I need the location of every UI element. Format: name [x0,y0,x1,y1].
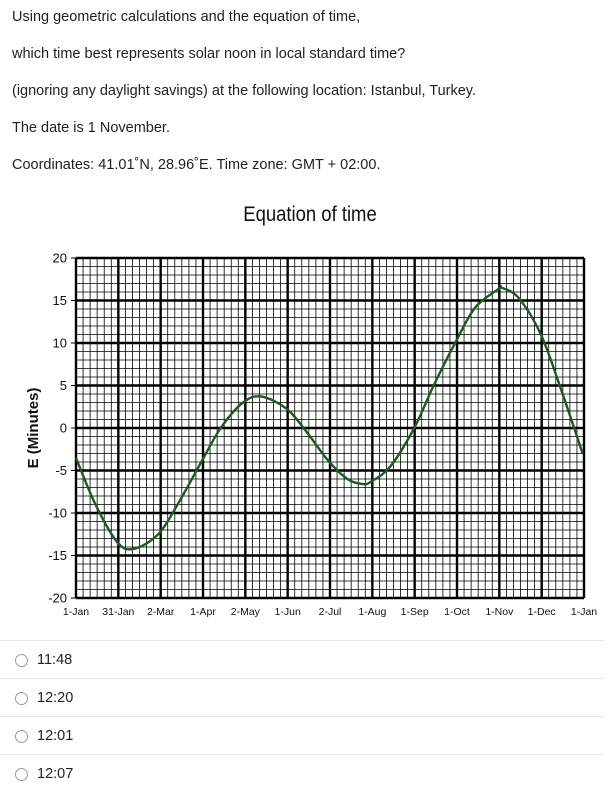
question-line-5: Coordinates: 41.01˚N, 28.96˚E. Time zone… [12,157,381,173]
x-tick-label: 1-Dec [528,606,556,618]
x-tick-label: 1-Jun [275,606,301,618]
radio-button[interactable] [15,653,28,667]
x-tick-label: 1-Apr [190,606,216,618]
radio-button[interactable] [15,767,28,781]
answer-option[interactable]: 12:07 [0,754,604,793]
y-tick-label: -10 [48,506,67,521]
x-tick-label: 1-Nov [485,606,514,618]
radio-button[interactable] [15,729,28,743]
question-line-4: The date is 1 November. [12,120,170,136]
x-tick-label: 1-Sep [401,606,429,618]
answer-option-label: 12:01 [37,728,74,744]
y-tick-label: 5 [60,378,67,393]
x-tick-label: 1-Oct [444,606,470,618]
y-tick-label: 15 [53,293,67,308]
y-tick-label: -15 [48,548,67,563]
y-tick-label: -5 [55,463,67,478]
chart-title: Equation of time [243,203,376,226]
y-tick-label: 0 [60,421,67,436]
y-axis-label: E (Minutes) [25,388,42,469]
x-tick-label: 31-Jan [102,606,134,618]
x-tick-label: 2-May [231,606,261,618]
answer-option-label: 12:20 [37,690,74,706]
y-tick-label: -20 [48,591,67,606]
answer-option[interactable]: 12:01 [0,716,604,755]
x-tick-label: 2-Jul [319,606,342,618]
answer-option[interactable]: 11:48 [0,640,604,679]
question-line-3: (ignoring any daylight savings) at the f… [12,83,476,99]
question-line-2: which time best represents solar noon in… [12,46,406,62]
answer-option-label: 12:07 [37,766,74,782]
x-tick-label: 1-Jan [63,606,89,618]
y-tick-label: 10 [53,336,67,351]
equation-of-time-chart: Equation of time20151050-5-10-15-201-Jan… [25,203,597,618]
radio-button[interactable] [15,691,28,705]
series-line [74,285,584,551]
question-line-1: Using geometric calculations and the equ… [12,9,361,25]
y-tick-label: 20 [53,251,67,266]
x-tick-label: 1-Aug [358,606,386,618]
x-tick-label: 1-Jan [571,606,597,618]
answer-option[interactable]: 12:20 [0,678,604,717]
x-tick-label: 2-Mar [147,606,175,618]
answer-option-label: 11:48 [37,652,73,668]
